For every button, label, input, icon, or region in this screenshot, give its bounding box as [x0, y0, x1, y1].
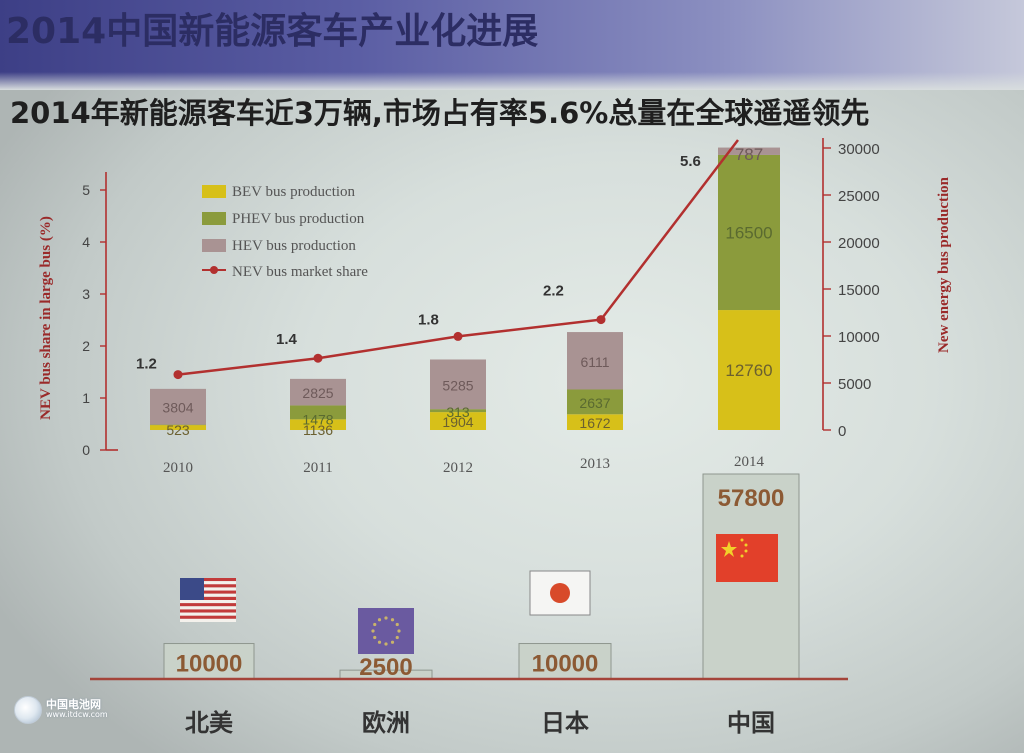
left-axis-tick-label: 4 — [82, 234, 90, 250]
x-tick-label-2014: 2014 — [734, 454, 765, 470]
left-axis-title: NEV bus share in large bus (%) — [38, 216, 54, 420]
region-label-1: 欧洲 — [362, 709, 410, 737]
legend-label-bev: BEV bus production — [232, 184, 356, 200]
watermark-logo-icon — [14, 696, 42, 724]
bar-hev-2014 — [718, 147, 780, 155]
watermark-url: www.itdcw.com — [46, 710, 108, 719]
legend-swatch-phev — [202, 212, 226, 225]
bar-label-bev-2013: 1672 — [579, 415, 610, 431]
share-label-2012: 1.8 — [418, 311, 439, 328]
share-label-2011: 1.4 — [276, 331, 298, 348]
eu-flag-icon — [358, 608, 414, 654]
bar-hev-2012 — [430, 359, 486, 410]
legend-label-share: NEV bus market share — [232, 264, 368, 280]
slide-subtitle: 2014年新能源客车近3万辆,市场占有率5.6%总量在全球遥遥领先 — [10, 96, 870, 130]
watermark: 中国电池网 www.itdcw.com — [14, 694, 124, 724]
left-axis-tick-label: 1 — [82, 390, 90, 406]
left-axis-tick-label: 3 — [82, 286, 90, 302]
usa-flag-icon — [180, 578, 236, 622]
region-value-1: 2500 — [359, 654, 412, 681]
bar-phev-2011 — [290, 405, 346, 420]
header-band — [0, 0, 1024, 90]
legend-label-hev: HEV bus production — [232, 238, 356, 254]
bar-phev-2012 — [430, 409, 486, 413]
region-label-0: 北美 — [185, 709, 233, 737]
bar-bev-2014 — [718, 310, 780, 430]
bar-label-phev-2014: 16500 — [725, 224, 772, 243]
share-point-2012 — [453, 331, 463, 341]
legend: BEV bus production PHEV bus production H… — [202, 184, 368, 280]
bar-label-phev-2012: 313 — [446, 404, 470, 420]
region-label-2: 日本 — [541, 710, 589, 737]
bar-hev-2013 — [567, 332, 623, 390]
legend-swatch-hev — [202, 239, 226, 252]
x-tick-label-2010: 2010 — [163, 460, 193, 476]
bar-label-hev-2010: 3804 — [162, 400, 193, 416]
x-tick-label-2013: 2013 — [580, 456, 610, 472]
legend-line-marker — [210, 266, 218, 274]
bar-bev-2013 — [567, 414, 623, 430]
bar-label-hev-2012: 5285 — [442, 377, 473, 393]
right-axis-tick-label: 25000 — [838, 188, 880, 205]
bar-label-bev-2010: 523 — [166, 422, 190, 438]
bar-phev-2014 — [718, 154, 780, 311]
region-value-2: 10000 — [532, 650, 599, 677]
share-point-2013 — [596, 315, 606, 325]
bar-label-hev-2014: 787 — [735, 145, 763, 164]
watermark-name: 中国电池网 — [46, 698, 101, 711]
legend-label-phev: PHEV bus production — [232, 211, 365, 227]
bar-bev-2010 — [150, 425, 206, 430]
slide-title: 2014中国新能源客车产业化进展 — [6, 11, 539, 52]
share-label-2014: 5.6 — [680, 153, 701, 170]
left-axis-tick-label: 5 — [82, 182, 90, 198]
bar-label-phev-2013: 2637 — [579, 395, 610, 411]
bar-hev-2011 — [290, 378, 346, 406]
bar-label-bev-2014: 12760 — [725, 361, 772, 380]
right-axis-tick-label: 20000 — [838, 235, 880, 252]
china-flag-icon — [716, 534, 778, 582]
right-axis-tick-label: 10000 — [838, 329, 880, 346]
left-axis-tick-label: 2 — [82, 338, 90, 354]
right-axis-tick-label: 30000 — [838, 141, 880, 158]
bar-bev-2011 — [290, 419, 346, 430]
region-bar-0 — [163, 643, 255, 680]
region-label-3: 中国 — [727, 710, 775, 737]
bar-label-bev-2011: 1136 — [303, 422, 333, 438]
bar-label-bev-2012: 1904 — [442, 414, 473, 430]
right-axis-tick-label: 0 — [838, 423, 846, 440]
share-label-2013: 2.2 — [543, 283, 564, 300]
right-axis-tick-label: 15000 — [838, 282, 880, 299]
x-tick-label-2011: 2011 — [303, 460, 332, 476]
region-value-0: 10000 — [176, 650, 243, 677]
left-axis-tick-label: 0 — [82, 442, 90, 458]
bar-label-hev-2013: 6111 — [580, 354, 609, 370]
share-point-2011 — [313, 353, 323, 363]
bar-phev-2013 — [567, 389, 623, 415]
bar-label-hev-2011: 2825 — [302, 385, 333, 401]
legend-swatch-bev — [202, 185, 226, 198]
japan-flag-icon — [529, 570, 591, 616]
bar-phev-2010 — [150, 424, 206, 426]
region-value-3: 57800 — [718, 485, 785, 512]
right-axis-tick-label: 5000 — [838, 376, 871, 393]
bar-hev-2010 — [150, 388, 206, 425]
bar-bev-2012 — [430, 412, 486, 430]
bar-label-phev-2011: 1478 — [302, 411, 333, 427]
share-label-2010: 1.2 — [136, 356, 157, 373]
x-tick-label-2012: 2012 — [443, 460, 473, 476]
share-point-2010 — [173, 370, 183, 380]
right-axis-title: New energy bus production — [936, 176, 952, 353]
